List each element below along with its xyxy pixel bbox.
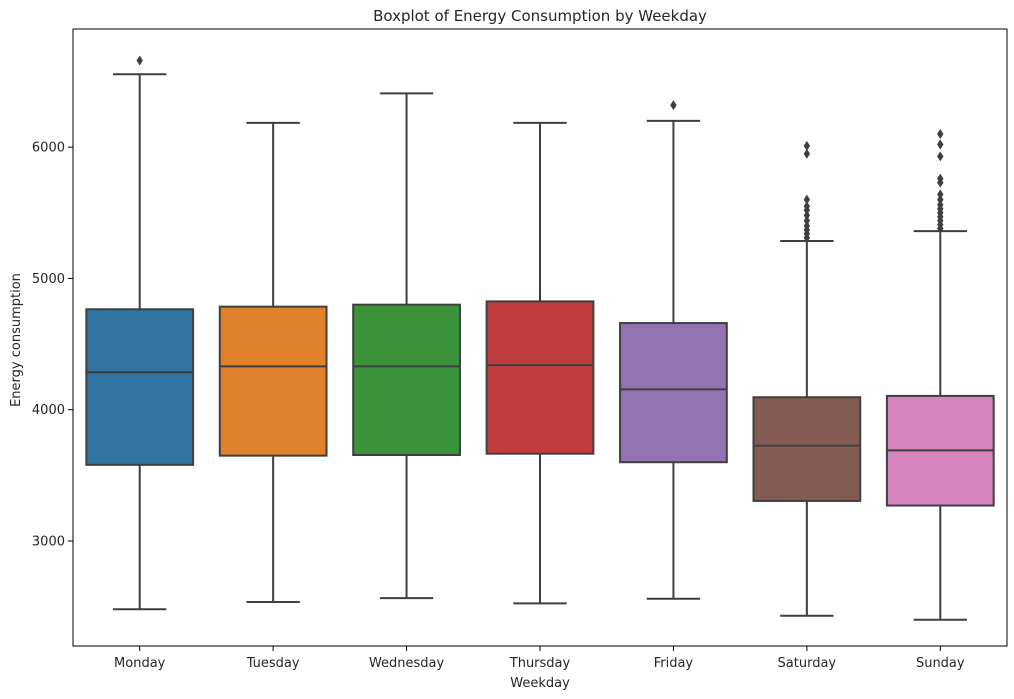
outlier-point [937, 173, 944, 184]
outlier-point [803, 201, 811, 212]
outlier-point [937, 189, 944, 200]
y-tick-label: 3000 [32, 534, 65, 549]
iqr-box [352, 303, 461, 456]
iqr-box [85, 308, 195, 466]
x-tick-label: Monday [114, 656, 166, 671]
x-tick-label: Friday [654, 656, 694, 671]
outlier-point [803, 140, 811, 151]
outlier-point [937, 194, 944, 205]
plot-area [85, 55, 995, 621]
x-tick-label: Thursday [509, 656, 571, 671]
box-group-thursday [485, 121, 595, 605]
y-axis: 3000 4000 5000 6000 [32, 141, 73, 549]
y-axis-label: Energy consumption [9, 273, 24, 407]
box-group-wednesday [352, 92, 461, 600]
chart-title: Boxplot of Energy Consumption by Weekday [373, 7, 707, 25]
box-group-tuesday [218, 121, 328, 604]
y-tick-label: 5000 [32, 272, 65, 287]
y-tick-label: 6000 [32, 141, 65, 156]
outlier-point [803, 215, 811, 226]
x-tick-label: Sunday [916, 656, 965, 671]
outlier-point [803, 220, 811, 231]
outlier-point [803, 194, 811, 205]
iqr-box [752, 396, 862, 502]
x-axis: Monday Tuesday Wednesday Thursday Friday Satu… [114, 646, 965, 671]
outlier-point [803, 210, 811, 221]
x-tick-label: Wednesday [369, 656, 445, 671]
iqr-box [619, 322, 728, 464]
x-tick-label: Saturday [778, 656, 837, 671]
y-tick-label: 4000 [32, 403, 65, 418]
outlier-point [937, 199, 944, 210]
box-group-friday [619, 100, 728, 600]
outlier-point [670, 100, 677, 111]
x-tick-label: Tuesday [246, 656, 300, 671]
outlier-point [937, 151, 944, 162]
outlier-point [803, 148, 811, 159]
outlier-point [937, 139, 944, 150]
outlier-point [136, 55, 143, 66]
box-group-monday [85, 55, 195, 611]
box-group-saturday [752, 140, 862, 617]
box-group-sunday [885, 129, 995, 621]
x-axis-label: Weekday [510, 676, 570, 691]
iqr-box [218, 305, 328, 457]
outlier-point [937, 129, 944, 140]
iqr-box [485, 300, 595, 455]
